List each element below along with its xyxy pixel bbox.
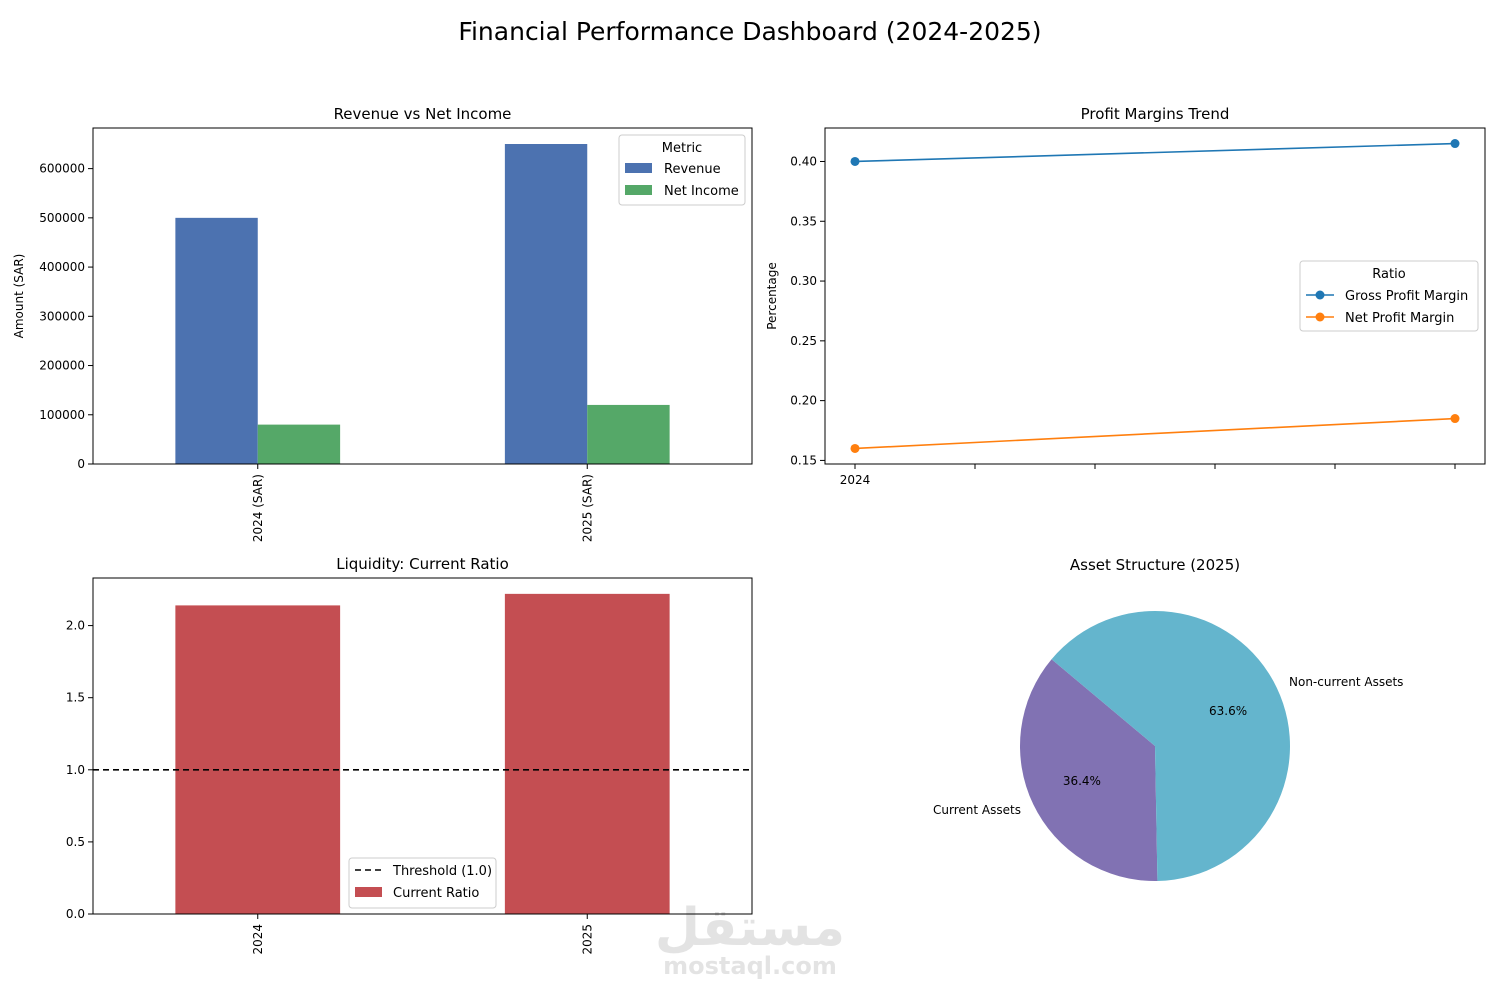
assets-slice-label-1: Non-current Assets xyxy=(1289,675,1403,689)
revenue-ytick-label: 0 xyxy=(77,457,85,471)
margins-xtick-label: 2024 xyxy=(840,473,871,487)
revenue-ytick-label: 600000 xyxy=(39,162,85,176)
revenue-ytick-label: 400000 xyxy=(39,260,85,274)
margins-line-net-profit-margin xyxy=(854,417,1456,450)
liquidity-plot-frame xyxy=(92,577,753,915)
liquidity-ytick-label: 1.0 xyxy=(66,763,85,777)
liquidity-bar-1 xyxy=(504,593,670,914)
liquidity-bar-0 xyxy=(175,605,341,914)
revenue-xtick-label: 2025 (SAR) xyxy=(580,474,594,542)
revenue-plot-frame xyxy=(92,127,753,465)
watermark-arabic: مستقل xyxy=(655,898,845,958)
margins-ytick-label: 0.20 xyxy=(790,394,817,408)
margins-legend-marker xyxy=(1315,290,1325,300)
revenue-chart-title: Revenue vs Net Income xyxy=(334,105,512,123)
revenue-bar-revenue-0 xyxy=(175,217,258,464)
assets-chart-title: Asset Structure (2025) xyxy=(1070,556,1240,574)
revenue-xtick-label: 2024 (SAR) xyxy=(251,474,265,542)
liquidity-xtick-label: 2025 xyxy=(580,924,594,955)
assets-slice-label-0: Current Assets xyxy=(933,803,1021,817)
revenue-bar-revenue-1 xyxy=(504,144,588,464)
liquidity-legend-threshold-label: Threshold (1.0) xyxy=(392,864,492,879)
revenue-legend-swatch xyxy=(625,185,652,195)
margins-ytick-label: 0.30 xyxy=(790,274,817,288)
margins-line-gross-profit-margin xyxy=(854,142,1456,163)
revenue-bar-net-income-0 xyxy=(257,424,341,464)
assets-slice-0 xyxy=(1019,659,1158,882)
margins-point-0-1 xyxy=(1450,139,1460,149)
margins-ytick-label: 0.15 xyxy=(790,453,817,467)
revenue-ytick-label: 100000 xyxy=(39,408,85,422)
margins-point-1-1 xyxy=(1450,414,1460,424)
liquidity-chart-title: Liquidity: Current Ratio xyxy=(336,555,509,573)
revenue-legend-swatch xyxy=(625,163,652,173)
liquidity-legend-box xyxy=(348,857,497,909)
liquidity-ytick-label: 0.5 xyxy=(66,835,85,849)
margins-legend-marker xyxy=(1315,312,1325,322)
margins-ytick-label: 0.35 xyxy=(790,214,817,228)
margins-legend-title: Ratio xyxy=(1372,267,1405,282)
revenue-legend-title: Metric xyxy=(662,141,702,156)
revenue-ytick-label: 300000 xyxy=(39,309,85,323)
revenue-y-axis-label: Amount (SAR) xyxy=(12,254,26,339)
assets-slice-pct-0: 36.4% xyxy=(1063,774,1101,788)
liquidity-legend-bar-label: Current Ratio xyxy=(393,886,479,901)
margins-ytick-label: 0.40 xyxy=(790,154,817,168)
revenue-chart: 2024 (SAR) 2025 (SAR) Revenue vs Net Incom… xyxy=(12,105,753,542)
watermark: مستقل mostaql.com xyxy=(655,898,845,980)
revenue-legend: Metric Revenue Net Income xyxy=(618,134,746,206)
assets-pie-chart: Asset Structure (2025) 36.4% Current Asset… xyxy=(933,556,1403,882)
revenue-ytick-label: 200000 xyxy=(39,359,85,373)
revenue-legend-label: Net Income xyxy=(664,184,739,199)
liquidity-ytick-label: 1.5 xyxy=(66,691,85,705)
assets-slice-pct-1: 63.6% xyxy=(1209,704,1247,718)
revenue-ytick-label: 500000 xyxy=(39,211,85,225)
dashboard-title: Financial Performance Dashboard (2024-20… xyxy=(458,17,1041,46)
margins-chart-title: Profit Margins Trend xyxy=(1081,105,1230,123)
margins-legend-label: Net Profit Margin xyxy=(1345,311,1454,326)
margins-legend-label: Gross Profit Margin xyxy=(1345,289,1468,304)
assets-slice-1 xyxy=(1051,611,1290,881)
revenue-legend-label: Revenue xyxy=(664,162,721,177)
margins-ytick-label: 0.25 xyxy=(790,334,817,348)
liquidity-legend: Threshold (1.0) Current Ratio xyxy=(348,857,497,909)
liquidity-chart: 2024 2025 Liquidity: Current Ratio 0.0 0.5 1.… xyxy=(66,555,753,955)
liquidity-ytick-label: 0.0 xyxy=(66,907,85,921)
margins-chart: 2024 Profit Margins Trend 0.15 0.20 0.25 0.30… xyxy=(765,105,1486,487)
margins-y-axis-label: Percentage xyxy=(765,262,779,330)
margins-point-0-0 xyxy=(850,156,860,166)
watermark-latin: mostaql.com xyxy=(663,952,837,980)
margins-legend-box xyxy=(1299,260,1479,332)
margins-point-1-0 xyxy=(850,443,860,453)
revenue-bar-net-income-1 xyxy=(587,404,670,464)
liquidity-legend-swatch xyxy=(355,887,382,897)
liquidity-xtick-label: 2024 xyxy=(251,924,265,955)
liquidity-ytick-label: 2.0 xyxy=(66,619,85,633)
margins-legend: Ratio Gross Profit Margin Net Profit Margi… xyxy=(1299,260,1479,332)
margins-plot-frame xyxy=(824,127,1486,465)
